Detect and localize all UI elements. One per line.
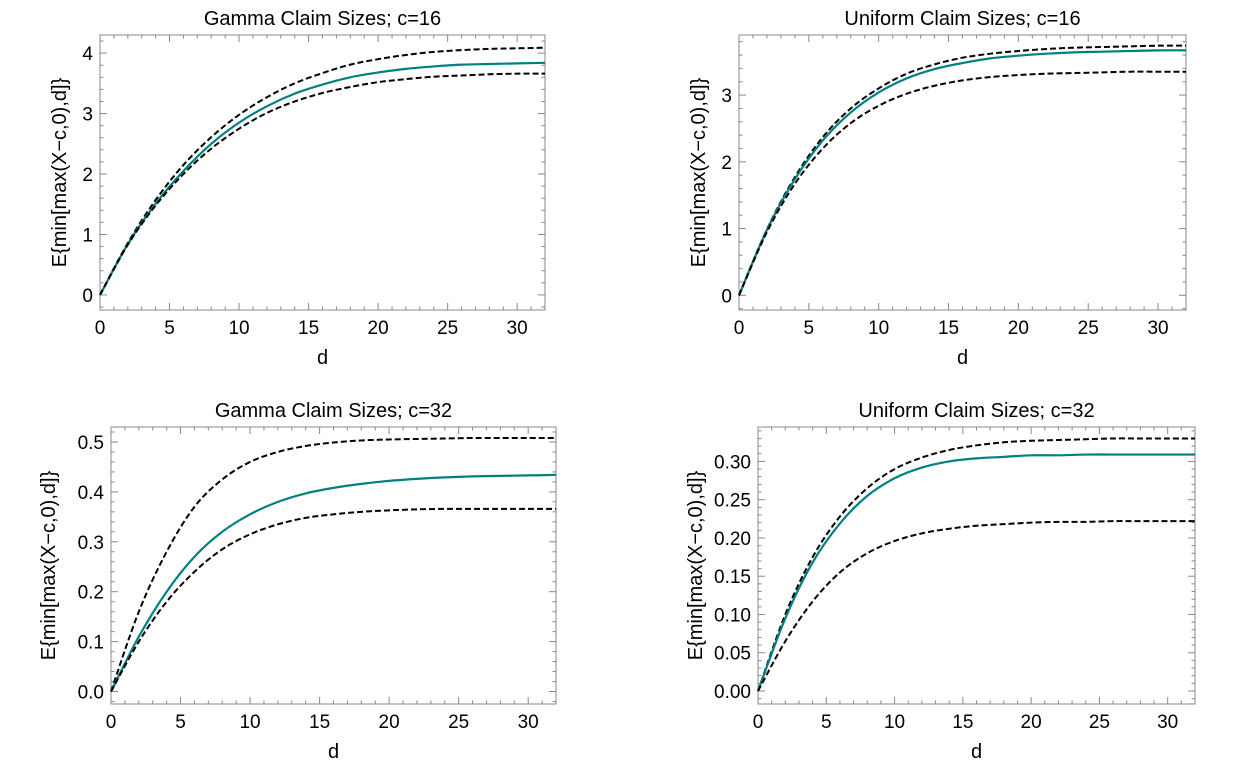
estimate-line [737, 49, 1187, 296]
y-tick-label: 3 [721, 86, 732, 107]
y-axis-label: E{min[max(X−c,0),d]} [49, 77, 71, 267]
y-tick-label: 1 [721, 220, 732, 241]
estimate-line [756, 453, 1195, 692]
x-axis-label: d [328, 741, 339, 763]
upper-bound-line [757, 437, 1195, 692]
lower-bound-line [738, 70, 1186, 296]
chart-title: Gamma Claim Sizes; c=32 [215, 400, 452, 422]
x-axis-label: d [317, 347, 328, 369]
x-tick-label: 20 [368, 318, 389, 339]
upper-bound-line [99, 46, 546, 296]
x-tick-label: 30 [1147, 318, 1168, 339]
chart-title: Uniform Claim Sizes; c=16 [844, 8, 1080, 30]
y-tick-label: 0.30 [714, 452, 751, 473]
x-tick-label: 30 [1157, 712, 1178, 733]
y-tick-label: 0.5 [78, 433, 104, 454]
x-tick-label: 10 [239, 712, 260, 733]
chart-title: Gamma Claim Sizes; c=16 [204, 8, 441, 30]
x-tick-label: 30 [518, 712, 539, 733]
x-tick-label: 20 [1008, 318, 1029, 339]
y-axis-label: E{min[max(X−c,0),d]} [688, 77, 710, 267]
y-tick-label: 0.10 [714, 605, 751, 626]
y-tick-label: 2 [721, 153, 732, 174]
x-tick-label: 0 [106, 712, 117, 733]
x-tick-label: 15 [298, 318, 319, 339]
y-tick-label: 0.2 [78, 583, 104, 604]
y-tick-label: 0.20 [714, 529, 751, 550]
plot-frame [99, 34, 546, 311]
lower-bound-line [757, 520, 1195, 692]
x-tick-label: 10 [884, 712, 905, 733]
y-tick-label: 0.4 [78, 483, 105, 504]
x-tick-label: 0 [753, 712, 764, 733]
chart-title: Uniform Claim Sizes; c=32 [858, 400, 1094, 422]
y-axis-label: E{min[max(X−c,0),d]} [38, 470, 60, 660]
y-tick-label: 3 [82, 105, 93, 126]
upper-bound-line [110, 436, 556, 692]
estimate-line [99, 61, 546, 296]
y-tick-label: 0.05 [714, 644, 751, 665]
y-tick-label: 0.00 [714, 682, 751, 703]
chart-panel-4: Uniform Claim Sizes; c=32 0 5 10 15 20 25 30 0.0… [685, 400, 1196, 763]
y-tick-label: 2 [82, 165, 93, 186]
x-axis-label: d [971, 741, 982, 763]
lower-bound-line [99, 72, 546, 296]
plot-frame [110, 426, 557, 705]
plot-frame [757, 426, 1196, 705]
chart-panel-3: Gamma Claim Sizes; c=32 0 5 10 15 20 25 30 0.0 0.… [38, 400, 557, 763]
chart-panel-1: Gamma Claim Sizes; c=16 0 5 10 15 20 25 30 0 1 2 3 4… [49, 8, 546, 369]
x-tick-label: 10 [228, 318, 249, 339]
plot-frame [738, 34, 1187, 311]
y-tick-label: 0.15 [714, 567, 751, 588]
y-tick-label: 0 [721, 286, 732, 307]
y-axis-label: E{min[max(X−c,0),d]} [685, 470, 707, 660]
chart-panel-2: Uniform Claim Sizes; c=16 0 5 10 15 20 25 30 0 1 2… [688, 8, 1187, 369]
x-tick-label: 15 [309, 712, 330, 733]
upper-bound-line [738, 44, 1187, 296]
x-tick-label: 5 [164, 318, 175, 339]
y-tick-label: 0.1 [78, 633, 104, 654]
x-tick-label: 0 [734, 318, 745, 339]
x-tick-label: 5 [175, 712, 186, 733]
x-tick-label: 20 [379, 712, 400, 733]
x-tick-label: 25 [1089, 712, 1110, 733]
x-tick-label: 25 [437, 318, 458, 339]
x-tick-label: 20 [1021, 712, 1042, 733]
x-tick-label: 0 [95, 318, 106, 339]
x-tick-label: 30 [507, 318, 528, 339]
y-tick-label: 0 [82, 286, 93, 307]
x-tick-label: 10 [868, 318, 889, 339]
y-tick-label: 1 [82, 225, 93, 246]
y-tick-label: 0.25 [714, 491, 751, 512]
x-tick-label: 25 [1078, 318, 1099, 339]
x-tick-label: 15 [952, 712, 973, 733]
x-axis-label: d [957, 347, 968, 369]
x-tick-label: 25 [448, 712, 469, 733]
y-tick-label: 0.3 [78, 533, 104, 554]
y-tick-label: 0.0 [78, 683, 104, 704]
lower-bound-line [110, 507, 556, 693]
x-tick-label: 5 [804, 318, 815, 339]
y-tick-label: 4 [82, 44, 93, 65]
x-tick-label: 5 [821, 712, 832, 733]
x-tick-label: 15 [938, 318, 959, 339]
estimate-line [110, 473, 557, 693]
